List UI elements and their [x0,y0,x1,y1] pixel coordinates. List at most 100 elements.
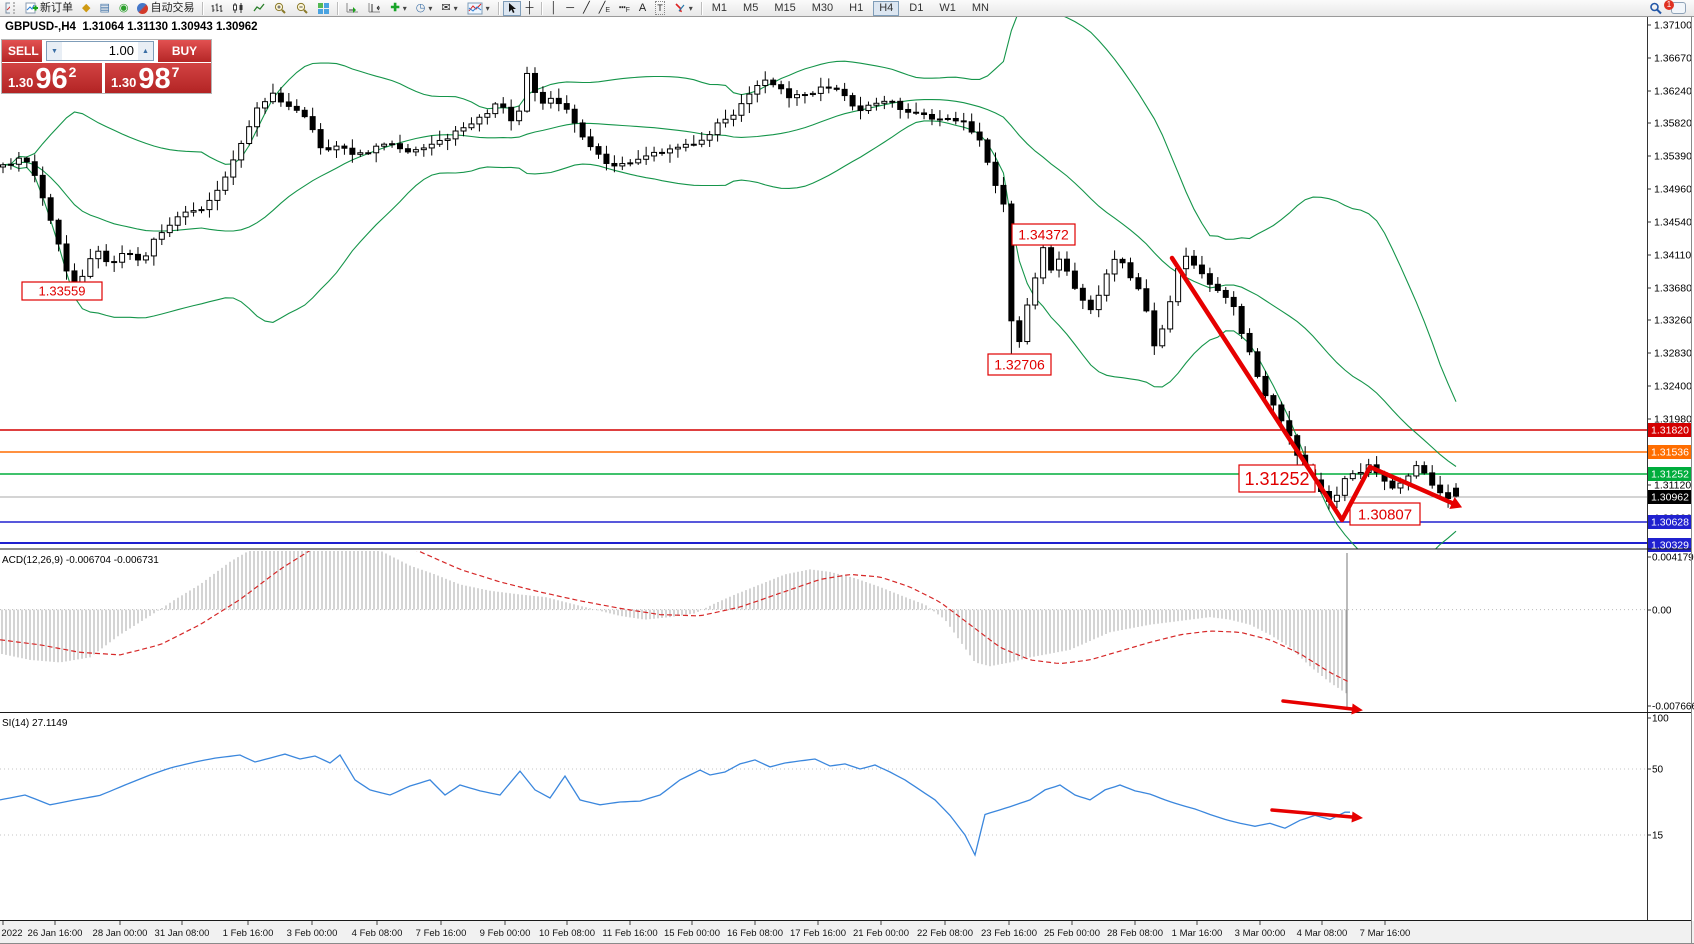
toolbar-separator [202,1,204,15]
buy-button[interactable]: BUY [158,40,211,62]
price-label-box [21,281,103,301]
time-axis-label: 7 Feb 16:00 [416,928,467,939]
zoom-in-button[interactable] [270,1,291,16]
channel-icon: ╱ [598,2,606,14]
macd-axis-label: 0.004179 [1652,553,1694,564]
timeframe-m1-button[interactable]: M1 [706,1,733,16]
time-axis-label: 3 Feb 00:00 [287,928,338,939]
time-axis-label: Jan 2022 [0,928,23,939]
price-tick-label: 1.35820 [1654,118,1692,130]
search-button[interactable] [1645,1,1666,16]
market-watch-button[interactable]: ◆ [78,1,94,16]
price-label-text: 1.31252 [1244,469,1309,489]
sell-button[interactable]: SELL [2,40,42,62]
auto-scroll-icon [346,3,359,13]
price-tick-label: 1.33680 [1654,283,1692,295]
timeframe-m15-button[interactable]: M15 [768,1,801,16]
timeframe-m5-button[interactable]: M5 [737,1,764,16]
add-indicator-button[interactable]: ✚ ▾ [386,1,410,16]
toolbar-drag-handle[interactable] [13,2,18,14]
template-button[interactable]: ✉ ▾ [437,1,461,16]
dropdown-icon: ▾ [688,3,693,13]
price-level-lines [0,429,1647,544]
svg-text:1.30329: 1.30329 [1651,540,1689,552]
timeframe-mn-button[interactable]: MN [966,1,995,16]
time-axis-label: 23 Feb 16:00 [981,928,1037,939]
macd-axis-label: 0.00 [1652,606,1672,617]
bar-chart-button[interactable] [207,1,227,16]
price-tick-label: 1.34960 [1654,184,1692,196]
candlestick-chart-icon [233,3,243,13]
auto-trading-icon [137,2,149,14]
volume-increase-button[interactable]: ▲ [138,42,153,60]
trend-arrow-main [1169,255,1463,523]
chart-title: GBPUSD-,H4 1.31064 1.31130 1.30943 1.309… [5,21,258,33]
auto-trading-button[interactable]: 自动交易 [133,1,198,16]
timeframe-d1-button[interactable]: D1 [903,1,929,16]
price-label-box [1349,502,1421,526]
notifications-button[interactable]: 1 [1664,0,1690,16]
chart-shift-button[interactable] [364,1,385,16]
candlestick-chart-button[interactable] [228,1,248,16]
timeframe-h4-button[interactable]: H4 [873,0,900,16]
cursor-icon [508,3,516,13]
price-tick-label: 1.32830 [1654,348,1692,360]
period-button[interactable]: ◷ ▾ [412,1,437,16]
horizontal-line-button[interactable]: ─ [562,1,578,16]
mail-icon: ✉ [441,2,451,14]
time-axis-label: 25 Feb 00:00 [1044,928,1100,939]
chart-window-icon[interactable] [1,2,10,15]
fibonacci-button[interactable]: ┅ F [615,1,634,16]
fibonacci-letter: F [625,7,630,14]
indicator-list-button[interactable]: ▾ [463,1,494,16]
time-axis-label: 15 Feb 00:00 [664,928,720,939]
price-tick-label: 1.34540 [1654,217,1692,229]
price-tick-label: 1.33260 [1654,315,1692,327]
chart-shift-icon [368,3,381,13]
time-axis-label: 22 Feb 08:00 [917,928,973,939]
ask-price[interactable]: 1.30 98 7 [105,63,211,94]
svg-text:1.30628: 1.30628 [1651,517,1689,529]
rsi-arrow [1270,808,1363,823]
timeframe-w1-button[interactable]: W1 [933,1,962,16]
vertical-line-button[interactable]: │ [546,1,561,16]
volume-decrease-button[interactable]: ▼ [47,42,62,60]
new-order-button[interactable]: 新订单 [21,1,77,16]
crosshair-button[interactable]: ┼ [522,1,538,16]
line-chart-icon [253,3,265,12]
line-chart-button[interactable] [249,1,269,16]
text-label-button[interactable]: T [651,1,669,16]
channel-button[interactable]: ╱ E [595,1,614,16]
dropdown-icon: ▾ [453,3,458,13]
price-tick-label: 1.34110 [1654,250,1691,262]
cursor-button[interactable] [502,0,521,16]
svg-text:1.31252: 1.31252 [1651,469,1689,481]
zoom-in-icon [275,2,287,14]
tile-windows-button[interactable] [314,1,333,16]
timeframe-m30-button[interactable]: M30 [806,1,839,16]
text-label-icon: T [655,1,665,15]
price-label-box [1238,464,1316,493]
zoom-out-button[interactable] [292,1,313,16]
fibonacci-icon: ┅ [618,2,626,14]
add-indicator-icon: ✚ [390,2,400,14]
time-axis-label: 28 Feb 08:00 [1107,928,1163,939]
volume-input[interactable]: 1.00 [108,43,134,58]
macd-arrow [1281,699,1363,715]
bar-chart-icon [211,3,223,12]
auto-scroll-button[interactable] [342,1,363,16]
arrows-tool-button[interactable]: ▾ [670,1,697,16]
trendline-button[interactable]: ╱ [579,1,594,16]
price-label-box [987,353,1052,376]
signal-button[interactable]: ◉ [115,1,133,16]
timeframe-h1-button[interactable]: H1 [843,1,869,16]
text-button[interactable]: A [635,1,650,16]
price-tick-label: 1.36670 [1654,53,1692,65]
toolbar: 新订单 ◆ ▤ ◉ 自动交易 ✚ ▾ ◷ ▾ ✉ ▾ ▾ ┼ │ ─ ╱ ╱ E ┅ F … [0,0,1694,17]
data-window-button[interactable]: ▤ [95,1,113,16]
bid-price[interactable]: 1.30 96 2 [2,63,102,94]
dropdown-icon: ▾ [428,3,433,13]
time-axis-label: 26 Jan 16:00 [28,928,83,939]
